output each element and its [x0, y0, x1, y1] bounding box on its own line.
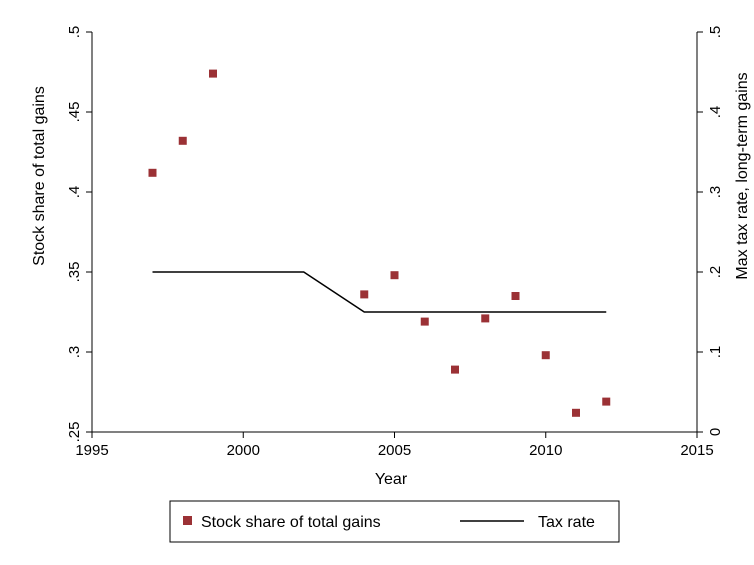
y-tick-label-left: .3 — [66, 346, 83, 359]
x-tick-label: 2000 — [227, 442, 260, 459]
x-tick-label: 2015 — [680, 442, 713, 459]
scatter-point-stock-share — [390, 271, 399, 280]
legend-label-tax-rate: Tax rate — [538, 514, 595, 531]
x-axis-label: Year — [375, 471, 408, 488]
y-tick-label-right: .5 — [707, 26, 724, 39]
axes: 1995 2000 2005 2010 2015 .25 .3 .35 .4 .45 .5 0 .1 .2… — [66, 26, 724, 459]
x-tick-label: 2005 — [378, 442, 411, 459]
series-line-tax-rate — [152, 271, 607, 313]
legend-label-stock-share: Stock share of total gains — [201, 514, 381, 531]
y-tick-label-right: 0 — [707, 428, 724, 436]
scatter-point-stock-share — [541, 351, 550, 360]
scatter-point-stock-share — [451, 365, 459, 374]
scatter-point-stock-share — [511, 292, 520, 300]
scatter-point-stock-share — [602, 397, 611, 406]
scatter-point-stock-share — [360, 290, 369, 299]
chart-marks — [148, 69, 611, 417]
legend-box — [169, 500, 620, 543]
y-tick-label-right: .2 — [707, 266, 724, 279]
y-tick-label-left: .25 — [66, 422, 83, 443]
y-tick-label-left: .35 — [66, 262, 83, 283]
x-tick-label: 1995 — [75, 442, 108, 459]
scatter-point-stock-share — [572, 408, 580, 417]
y-tick-label-left: .45 — [66, 102, 83, 123]
scatter-point-stock-share — [481, 314, 490, 323]
y-axis-label-left: Stock share of total gains — [31, 86, 48, 266]
y-tick-label-left: .4 — [66, 186, 83, 199]
scatter-point-stock-share — [420, 317, 429, 326]
legend-marker-stock-share — [183, 516, 192, 525]
scatter-point-stock-share — [178, 136, 187, 145]
y-tick-label-right: .1 — [707, 346, 724, 359]
y-tick-label-right: .4 — [707, 106, 724, 119]
y-tick-label-right: .3 — [707, 186, 724, 199]
scatter-point-stock-share — [209, 69, 217, 78]
x-tick-label: 2010 — [529, 442, 562, 459]
scatter-point-stock-share — [148, 168, 157, 177]
legend: Stock share of total gains Tax rate — [169, 500, 620, 543]
y-axis-label-right: Max tax rate, long-term gains — [734, 72, 751, 279]
y-tick-label-left: .5 — [66, 26, 83, 39]
